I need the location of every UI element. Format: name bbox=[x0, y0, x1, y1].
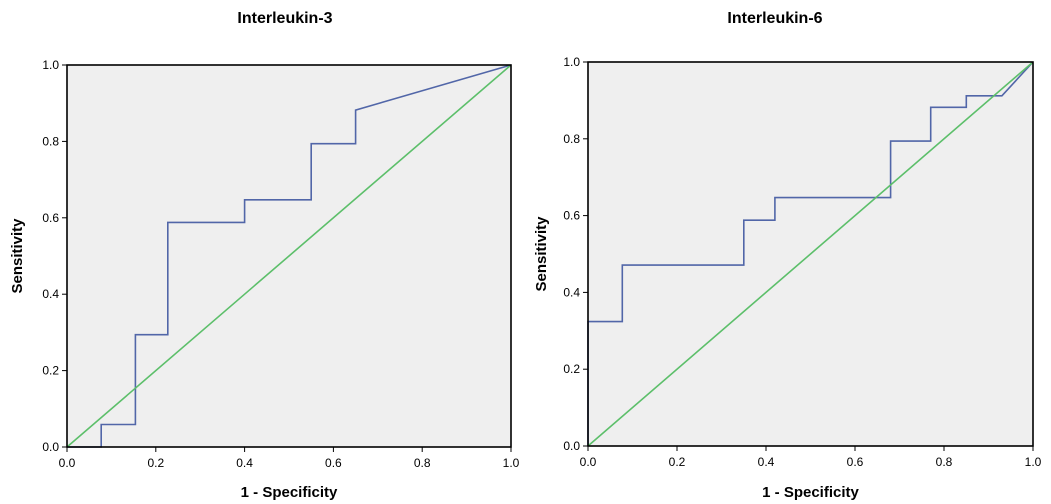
y-axis-label: Sensitivity bbox=[9, 218, 26, 294]
x-tick-label: 1.0 bbox=[1025, 455, 1042, 469]
reference-line bbox=[587, 61, 1034, 447]
y-tick-label: 0.0 bbox=[563, 439, 580, 453]
x-tick-label: 0.2 bbox=[147, 456, 164, 470]
x-tick-label: 0.0 bbox=[580, 455, 597, 469]
x-tick-label: 0.6 bbox=[325, 456, 342, 470]
y-tick-label: 0.2 bbox=[563, 362, 580, 376]
y-tick-label: 1.0 bbox=[42, 58, 59, 72]
roc-curve bbox=[587, 61, 1034, 446]
x-tick-label: 0.6 bbox=[847, 455, 864, 469]
y-tick-label: 0.4 bbox=[42, 287, 59, 301]
chart-panel-interleukin-3: Interleukin-3 0.0 0.2 0.4 0.6 0.8 1.0 0.0 0.2 0.… bbox=[0, 0, 525, 504]
plot-border bbox=[66, 64, 512, 448]
plot-border bbox=[587, 61, 1034, 447]
reference-line bbox=[66, 64, 512, 448]
y-tick-label: 0.2 bbox=[42, 364, 59, 378]
x-tick-label: 1.0 bbox=[503, 456, 520, 470]
roc-curve bbox=[67, 64, 512, 448]
chart-title: Interleukin-6 bbox=[727, 10, 823, 27]
x-tick-label: 0.4 bbox=[758, 455, 775, 469]
chart-title: Interleukin-3 bbox=[237, 10, 333, 27]
y-tick-label: 0.8 bbox=[563, 132, 580, 146]
x-axis-label: 1 - Specificity bbox=[241, 484, 338, 501]
y-axis-label: Sensitivity bbox=[533, 216, 550, 292]
x-tick-label: 0.8 bbox=[414, 456, 431, 470]
y-tick-label: 1.0 bbox=[563, 55, 580, 69]
x-tick-label: 0.0 bbox=[59, 456, 76, 470]
y-tick-label: 0.8 bbox=[42, 134, 59, 148]
y-tick-label: 0.4 bbox=[563, 285, 580, 299]
y-tick-label: 0.0 bbox=[42, 440, 59, 454]
x-axis-label: 1 - Specificity bbox=[762, 484, 859, 501]
roc-chart-interleukin-3: 0.0 0.2 0.4 0.6 0.8 1.0 0.0 0.2 0.4 0.6 0.8 1.0 1 - … bbox=[9, 58, 520, 501]
x-tick-label: 0.4 bbox=[236, 456, 253, 470]
y-tick-label: 0.6 bbox=[563, 209, 580, 223]
y-tick-label: 0.6 bbox=[42, 211, 59, 225]
x-tick-label: 0.8 bbox=[936, 455, 953, 469]
x-tick-label: 0.2 bbox=[669, 455, 686, 469]
roc-chart-interleukin-6: 0.0 0.2 0.4 0.6 0.8 1.0 0.0 0.2 0.4 0.6 0.8 1.0 1 - … bbox=[533, 55, 1042, 501]
chart-panel-interleukin-6: Interleukin-6 0.0 0.2 0.4 0.6 0.8 1.0 0.0 0.2 0.… bbox=[525, 0, 1051, 504]
